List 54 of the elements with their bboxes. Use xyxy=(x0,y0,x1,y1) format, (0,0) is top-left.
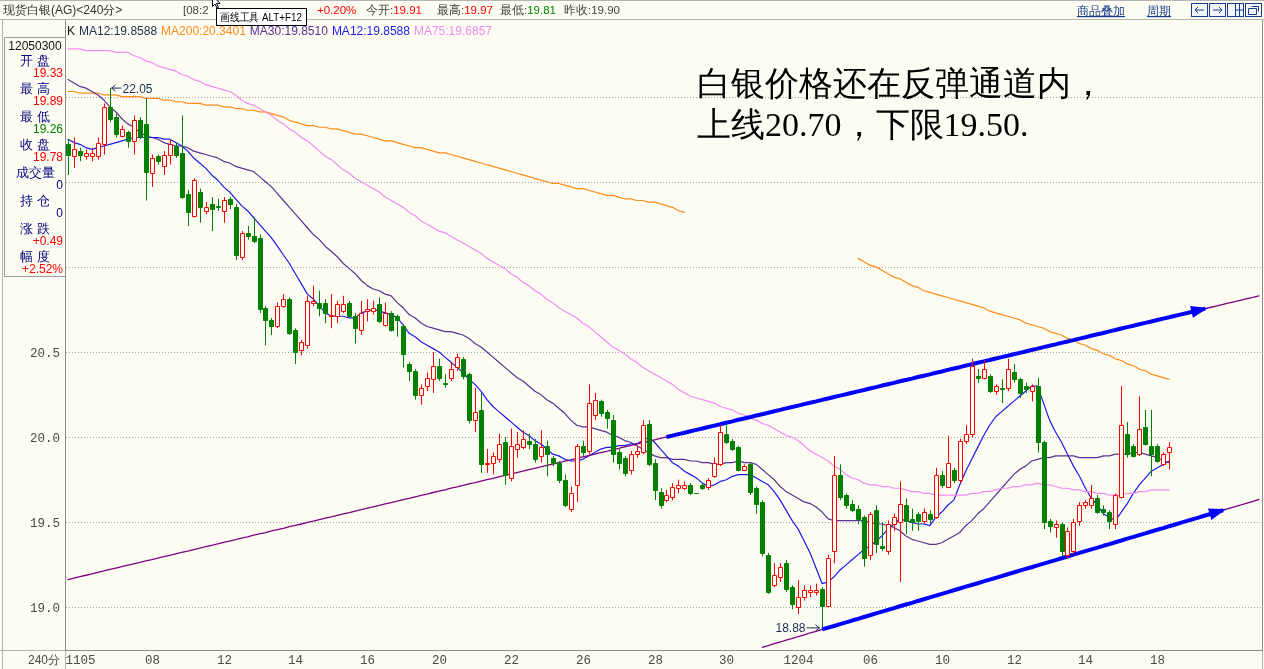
legend: K MA12:19.8588 MA200:20.3401 MA30:19.8510 MA12:19.8588 MA75:19.6857 xyxy=(67,24,492,38)
chart-title: 现货白银(AG)<240分> xyxy=(3,3,123,17)
x-tick-label: 28 xyxy=(647,654,664,668)
text: 商品叠加 xyxy=(1077,4,1125,18)
annotation: 白银价格还在反弹通道内， xyxy=(697,65,1105,102)
text: 今开:19.91 xyxy=(366,4,422,16)
text: 12050300 xyxy=(8,38,63,53)
text: 最高:19.97 xyxy=(437,3,493,16)
text: 19.33 xyxy=(32,66,64,80)
text: 幅 度 xyxy=(20,248,50,264)
note: 22.05 xyxy=(111,81,153,96)
text: +0.20% xyxy=(317,4,357,16)
text: +2.52% xyxy=(21,262,64,276)
x-tick-label: 16 xyxy=(359,654,376,668)
text: 开 盘 xyxy=(20,52,50,68)
x-tick-label: 1105 xyxy=(65,654,96,668)
text: 持 仓 xyxy=(20,192,50,208)
text: 昨收:19.90 xyxy=(564,4,620,16)
text: 最低:19.81 xyxy=(500,4,556,16)
x-tick-label: 1204 xyxy=(783,654,814,668)
x-tick-label: 18 xyxy=(1149,654,1166,668)
x-tick-label: 10 xyxy=(934,654,951,668)
x-tick-label: 12 xyxy=(1006,654,1023,668)
text: 周期 xyxy=(1147,4,1171,18)
y-tick-label: 20.0 xyxy=(29,432,60,446)
x-tick-label: 08 xyxy=(144,654,161,668)
text: 涨 跌 xyxy=(20,220,50,236)
y-tick-label: 20.5 xyxy=(29,347,60,361)
annotation: 上线20.70，下限19.50. xyxy=(697,106,1029,143)
text: 最 高 xyxy=(20,80,50,96)
annotation: 画线工具 ALT+F12 xyxy=(220,11,312,23)
text: 0 xyxy=(56,178,64,192)
annotation: 18.88 xyxy=(775,621,806,636)
text: 成交量 xyxy=(15,164,55,180)
text: 19.26 xyxy=(32,122,64,136)
x-axis-title: 240分 xyxy=(27,653,60,667)
x-tick-label: 12 xyxy=(216,654,233,668)
text: 收 盘 xyxy=(20,136,50,152)
text: 最 低 xyxy=(20,108,50,124)
text: +0.49 xyxy=(32,234,64,248)
x-tick-label: 14 xyxy=(287,654,304,668)
x-tick-label: 22 xyxy=(503,654,520,668)
x-tick-label: 06 xyxy=(862,654,879,668)
annotation: 22.05 xyxy=(122,81,153,96)
text: [08:2 xyxy=(183,4,209,16)
text: 19.78 xyxy=(32,150,64,164)
x-tick-label: 26 xyxy=(575,654,592,668)
y-tick-label: 19.5 xyxy=(29,517,60,531)
x-tick-label: 14 xyxy=(1077,654,1094,668)
x-tick-label: 30 xyxy=(718,654,735,668)
x-tick-label: 20 xyxy=(431,654,448,668)
text: 19.89 xyxy=(32,94,64,108)
text: 0 xyxy=(56,206,64,220)
y-tick-label: 19.0 xyxy=(29,602,60,616)
